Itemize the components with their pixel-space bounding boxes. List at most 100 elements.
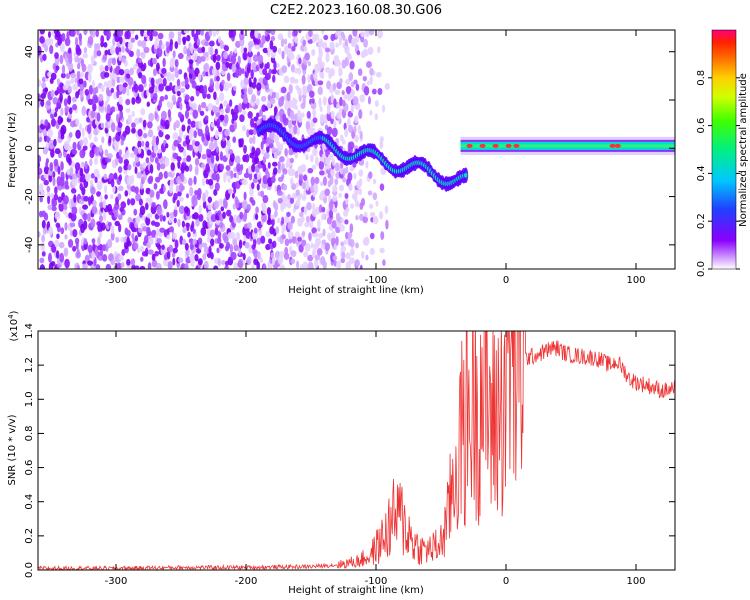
spectrogram-frame (37, 29, 676, 270)
spectrogram-cell (315, 237, 321, 247)
spectrogram-cell (197, 258, 203, 266)
spectrogram-cell (134, 265, 140, 269)
spectrogram-x-label: Height of straight line (km) (288, 285, 424, 296)
spectrogram-cell (352, 30, 358, 37)
spectrogram-cell (212, 53, 217, 63)
spectrogram-cell (269, 97, 276, 105)
spectrogram-cell (146, 213, 153, 219)
spectrogram-cell (344, 128, 349, 138)
spectrogram-cell (228, 149, 234, 155)
spectrogram-cell (289, 109, 295, 120)
spectrogram-cell (38, 231, 41, 238)
spectrogram-cell (74, 237, 80, 245)
spectrogram-cell (47, 204, 53, 211)
spectrogram-cell (348, 54, 352, 61)
x-tick-label: 0 (503, 576, 509, 587)
spectrogram-cell (100, 222, 106, 231)
spectrogram-cell (322, 96, 327, 106)
spectrogram-cell (120, 139, 124, 146)
spectrogram-cell (363, 38, 369, 48)
spectrogram-cell (121, 57, 126, 64)
spectrogram-cell (339, 36, 343, 43)
spectrogram-cell (312, 147, 318, 157)
spectrogram-cell (109, 45, 116, 55)
spectrogram-cell (172, 132, 179, 140)
spectrogram-cell (233, 262, 239, 269)
spectrogram-cell (251, 263, 255, 269)
spectrogram-cell (282, 168, 288, 175)
spectrogram-cell (305, 181, 310, 191)
spectrogram-cell (177, 218, 181, 228)
spectrogram-cell (248, 41, 254, 48)
spectrogram-cell (174, 120, 180, 129)
spectrogram-cell (168, 102, 174, 110)
spectrogram-cell (118, 69, 125, 76)
spectrogram-cell (233, 121, 237, 130)
spectrogram-cell (48, 37, 54, 46)
spectrogram-cell (114, 220, 120, 227)
spectrogram-cell (204, 189, 209, 198)
spectrogram-cell (193, 175, 197, 185)
spectrogram-cell (82, 263, 88, 269)
snr-x-ticks: -300 -200 -100 0 100 (105, 331, 646, 587)
spectrogram-cell (170, 162, 175, 171)
spectrogram-cell (216, 75, 220, 82)
spectrogram-cell (63, 247, 69, 257)
spectrogram-cell (348, 124, 354, 133)
spectrogram-cell (155, 62, 160, 72)
spectrogram-cell (341, 99, 346, 107)
spectrogram-cell (133, 208, 138, 216)
spectrogram-cell (168, 244, 174, 253)
spectrogram-cell (244, 241, 250, 249)
spectrogram-cell (210, 238, 215, 247)
spectrogram-cell (201, 162, 206, 170)
spectrogram-cell (240, 46, 245, 54)
spectrogram-cell (39, 257, 45, 264)
spectrogram-cell (159, 163, 166, 170)
spectrogram-cell (104, 65, 109, 72)
spectrogram-cell (176, 78, 181, 87)
spectrogram-cell (131, 127, 136, 134)
spectrogram-cell (146, 149, 152, 156)
spectrogram-cell (98, 144, 103, 154)
spectrogram-cell (113, 208, 119, 219)
spectrogram-cell (348, 72, 354, 82)
spectrogram-cell (173, 192, 178, 201)
spectrogram-cell (163, 257, 169, 267)
spectrogram-cell (67, 113, 73, 120)
spectrogram-cell (261, 148, 266, 156)
spectrogram-cell (343, 239, 347, 245)
spectrogram-cell (289, 157, 294, 164)
spectrogram-cell (80, 70, 84, 79)
spectrogram-cell (321, 30, 325, 35)
spectrogram-cell (268, 68, 273, 75)
snr-panel: -300 -200 -100 0 100 0.0 0.2 0.4 0.6 0.8 1.0 1.2 1.… (7, 310, 676, 596)
spectrogram-x-ticks: -300 -200 -100 0 100 (105, 30, 646, 286)
spectrogram-cell (126, 86, 130, 97)
spectrogram-cell (178, 196, 184, 202)
spectrogram-cell (114, 202, 120, 211)
spectrogram-cell (51, 206, 57, 212)
spectrogram-cell (378, 211, 384, 220)
spectrogram-cell (150, 77, 155, 86)
spectrogram-cell (347, 172, 353, 182)
spectrogram-cell (71, 177, 78, 187)
spectrogram-cell (127, 216, 133, 224)
spectrogram-cell (287, 30, 292, 39)
y-tick-label: -40 (24, 237, 35, 253)
spectrogram-cell (151, 259, 158, 268)
spectrogram-cell (258, 229, 262, 237)
spectrogram-cell (82, 53, 88, 59)
spectrogram-cell (303, 45, 308, 53)
spectrogram-cell (217, 237, 222, 245)
spectrogram-cell (353, 125, 357, 134)
spectrogram-cell (349, 60, 355, 70)
spectrogram-cell (241, 179, 248, 186)
spectrogram-cell (322, 114, 328, 123)
spectrogram-cell (318, 97, 322, 108)
spectrogram-cell (219, 40, 224, 49)
spectrogram-cell (257, 54, 264, 65)
spectrogram-cell (119, 36, 123, 45)
spectrogram-cell (209, 229, 216, 238)
spectrogram-cell (118, 149, 123, 157)
